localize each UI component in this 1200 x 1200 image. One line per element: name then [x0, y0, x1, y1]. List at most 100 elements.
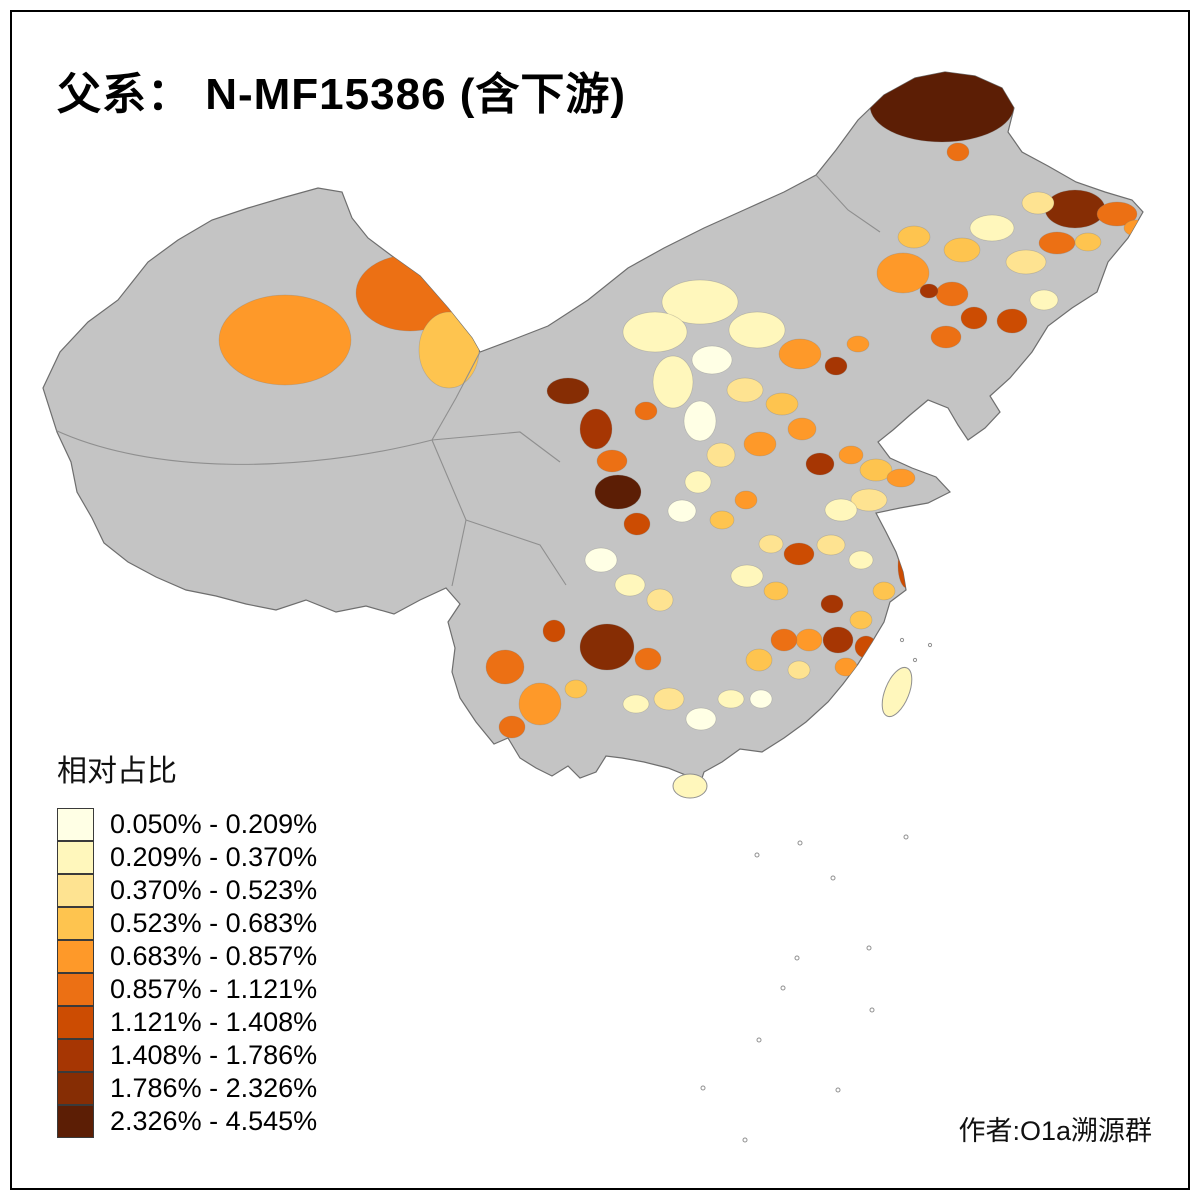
- map-region: [850, 488, 888, 512]
- legend-item: 0.209% - 0.370%: [57, 841, 317, 874]
- legend-label: 0.370% - 0.523%: [110, 875, 318, 905]
- hainan-island: [672, 773, 708, 799]
- map-region: [969, 214, 1015, 242]
- legend-swatch: [57, 907, 94, 940]
- legend-item: 0.523% - 0.683%: [57, 907, 317, 940]
- legend-label: 1.408% - 1.786%: [110, 1040, 318, 1070]
- legend-item: 0.050% - 0.209%: [57, 808, 317, 841]
- small-islands: [700, 637, 933, 1143]
- map-region: [564, 679, 588, 699]
- map-region: [770, 628, 798, 652]
- map-region: [1096, 201, 1138, 227]
- map-region: [886, 468, 916, 488]
- legend-title: 相对占比: [57, 755, 177, 788]
- map-region: [876, 252, 930, 294]
- map-region: [594, 474, 642, 510]
- map-region: [634, 401, 658, 421]
- map-region: [546, 377, 590, 405]
- map-region: [717, 689, 745, 709]
- legend-label: 0.683% - 0.857%: [110, 941, 318, 971]
- map-region: [820, 594, 844, 614]
- map-region: [824, 356, 848, 376]
- legend-item: 2.326% - 4.545%: [57, 1105, 317, 1138]
- map-region: [579, 408, 613, 450]
- map-region: [1029, 289, 1059, 311]
- map-region: [542, 619, 566, 643]
- legend-swatch: [57, 1006, 94, 1039]
- map-region: [685, 707, 717, 731]
- map-region: [824, 498, 858, 522]
- map-region: [822, 626, 854, 654]
- map-region: [418, 311, 480, 389]
- map-region: [709, 510, 735, 530]
- legend-swatch: [57, 940, 94, 973]
- map-region: [805, 452, 835, 476]
- map-region: [218, 294, 352, 386]
- map-title: 父系： N-MF15386 (含下游): [57, 70, 627, 119]
- legend-swatch: [57, 973, 94, 1006]
- map-region: [726, 377, 764, 403]
- map-region: [622, 694, 650, 714]
- map-region: [749, 689, 773, 709]
- map-region: [706, 442, 736, 468]
- map-region: [728, 311, 786, 349]
- map-region: [897, 225, 931, 249]
- map-region: [596, 449, 628, 473]
- legend-label: 1.786% - 2.326%: [110, 1073, 318, 1103]
- legend-swatch: [57, 874, 94, 907]
- map-region: [1005, 249, 1047, 275]
- map-region: [1038, 231, 1076, 255]
- legend-label: 0.050% - 0.209%: [110, 809, 318, 839]
- map-region: [765, 392, 799, 416]
- map-region: [1123, 219, 1143, 237]
- map-region: [614, 573, 646, 597]
- map-region: [622, 311, 688, 353]
- map-region: [661, 279, 739, 325]
- legend-swatch: [57, 1072, 94, 1105]
- legend-swatch: [57, 808, 94, 841]
- legend-label: 0.523% - 0.683%: [110, 908, 318, 938]
- taiwan-island: [881, 666, 913, 718]
- map-region: [891, 510, 917, 530]
- map-region: [623, 512, 651, 536]
- map-region: [919, 283, 939, 299]
- legend: 相对占比 0.050% - 0.209% 0.209% - 0.370% 0.3…: [57, 746, 317, 1138]
- map-region: [946, 142, 970, 162]
- map-region: [634, 647, 662, 671]
- map-region: [846, 335, 870, 353]
- map-region: [518, 682, 562, 726]
- map-region: [897, 543, 917, 589]
- map-region: [667, 499, 697, 523]
- map-region: [848, 550, 874, 570]
- map-region: [834, 657, 858, 677]
- legend-label: 0.857% - 1.121%: [110, 974, 318, 1004]
- legend-item: 0.370% - 0.523%: [57, 874, 317, 907]
- map-region: [859, 458, 893, 482]
- map-region: [683, 400, 717, 442]
- map-region: [960, 306, 988, 330]
- map-region: [1074, 232, 1102, 252]
- map-region: [943, 237, 981, 263]
- map-region: [816, 534, 846, 556]
- map-region: [743, 431, 777, 457]
- map-region: [872, 581, 896, 601]
- map-region: [646, 588, 674, 612]
- map-region: [935, 281, 969, 307]
- legend-label: 0.209% - 0.370%: [110, 842, 318, 872]
- legend-swatch: [57, 841, 94, 874]
- map-region: [930, 325, 962, 349]
- legend-swatch: [57, 1105, 94, 1138]
- legend-item: 0.857% - 1.121%: [57, 973, 317, 1006]
- map-region: [1021, 191, 1055, 215]
- province-borders: [54, 174, 881, 587]
- legend-item: 1.408% - 1.786%: [57, 1039, 317, 1072]
- map-region: [758, 534, 784, 554]
- map-region: [763, 581, 789, 601]
- map-region: [734, 490, 758, 510]
- legend-item: 1.121% - 1.408%: [57, 1006, 317, 1039]
- map-region: [1044, 189, 1106, 229]
- author-credit: 作者:O1a溯源群: [958, 1116, 1152, 1146]
- map-region: [684, 470, 712, 494]
